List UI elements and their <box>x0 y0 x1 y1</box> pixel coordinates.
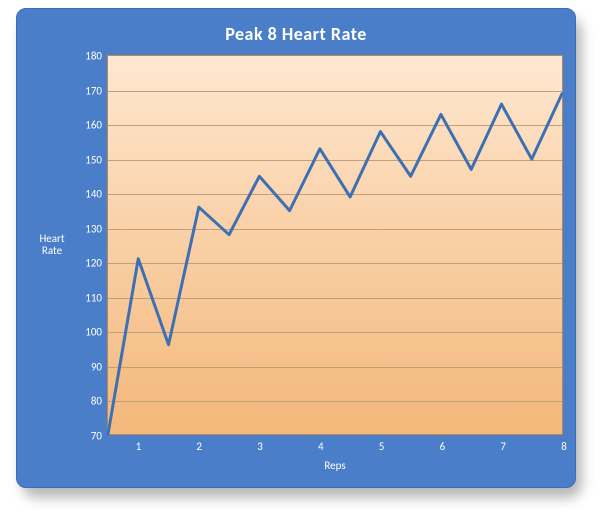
x-axis-label: Reps <box>107 459 563 472</box>
x-tick-label: 4 <box>318 434 324 453</box>
y-tick-label: 70 <box>91 430 108 443</box>
x-tick-label: 6 <box>440 434 446 453</box>
y-axis-label: HeartRate <box>29 233 75 257</box>
y-tick-label: 90 <box>91 360 108 373</box>
x-tick-label: 1 <box>136 434 142 453</box>
y-tick-label: 150 <box>85 153 108 166</box>
line-series <box>108 56 562 434</box>
y-tick-label: 100 <box>85 326 108 339</box>
y-tick-label: 170 <box>85 84 108 97</box>
y-tick-label: 160 <box>85 119 108 132</box>
x-tick-label: 5 <box>379 434 385 453</box>
x-tick-label: 3 <box>257 434 263 453</box>
stage: Peak 8 Heart Rate HeartRate 708090100110… <box>0 0 600 514</box>
y-tick-label: 180 <box>85 50 108 63</box>
y-tick-label: 80 <box>91 395 108 408</box>
chart-card: Peak 8 Heart Rate HeartRate 708090100110… <box>16 8 576 488</box>
x-tick-label: 7 <box>500 434 506 453</box>
y-tick-label: 110 <box>85 291 108 304</box>
plot-area: 7080901001101201301401501601701801234567… <box>107 55 563 435</box>
x-tick-label: 8 <box>561 434 567 453</box>
x-tick-label: 2 <box>196 434 202 453</box>
y-tick-label: 120 <box>85 257 108 270</box>
chart-title: Peak 8 Heart Rate <box>17 23 575 45</box>
y-tick-label: 140 <box>85 188 108 201</box>
y-tick-label: 130 <box>85 222 108 235</box>
